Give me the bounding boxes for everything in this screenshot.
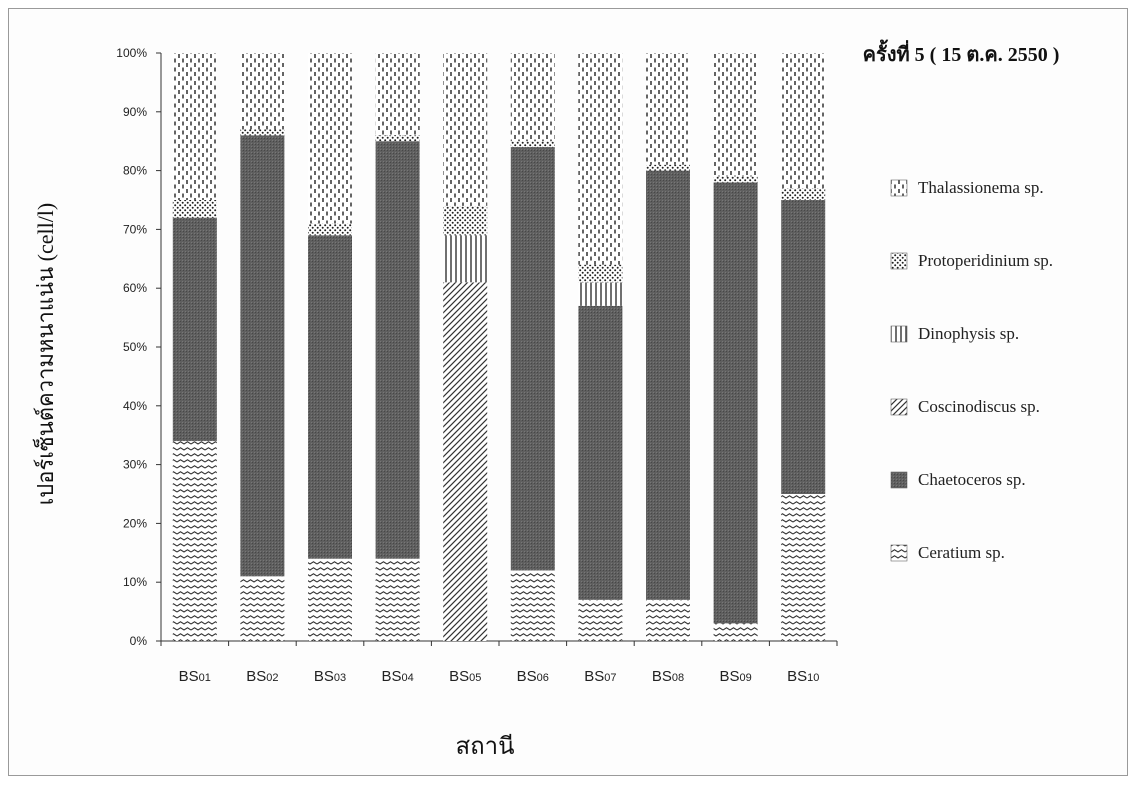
bar-segment-wave-bs07 xyxy=(578,599,623,641)
bar-segment-dark-bs08 xyxy=(646,170,690,600)
bar-segment-wave-bs02 xyxy=(240,576,285,641)
chart-title: ครั้งที่ 5 ( 15 ต.ค. 2550 ) xyxy=(863,39,1060,66)
y-tick-label: 20% xyxy=(123,516,147,530)
stacked-bar-chart: ครั้งที่ 5 ( 15 ต.ค. 2550 ) เปอร์เซ็นต์ค… xyxy=(31,39,1060,760)
bar-segment-dots-bs07 xyxy=(578,264,623,283)
bar-segment-dots-bs10 xyxy=(781,188,826,200)
bar-segment-wave-bs06 xyxy=(510,570,555,641)
bar-segment-dashes-bs10 xyxy=(781,53,826,189)
bar-segment-dashes-bs02 xyxy=(240,53,285,130)
bar-stack-bs04 xyxy=(375,53,420,641)
bar-stack-bs08 xyxy=(646,53,690,641)
legend-label: Thalassionema sp. xyxy=(918,178,1044,197)
bar-stack-bs03 xyxy=(308,53,352,641)
y-tick-label: 90% xyxy=(123,105,147,119)
bar-segment-dashes-bs05 xyxy=(443,53,488,206)
y-axis-label: เปอร์เซ็นต์ความหนาแน่น (cell/l) xyxy=(31,203,58,506)
x-tick-label: BS02 xyxy=(246,668,278,685)
y-tick-label: 30% xyxy=(123,458,147,472)
bar-segment-wave-bs08 xyxy=(646,599,690,641)
y-tick-label: 50% xyxy=(123,340,147,354)
bar-segment-dark-bs01 xyxy=(172,217,217,442)
x-tick-label: BS08 xyxy=(652,668,684,685)
legend-label: Dinophysis sp. xyxy=(918,324,1019,343)
bar-stack-bs09 xyxy=(713,53,758,641)
legend-swatch-vertical xyxy=(890,325,908,343)
y-tick-label: 60% xyxy=(123,281,147,295)
bar-segment-dark-bs10 xyxy=(781,200,826,494)
y-tick-label: 100% xyxy=(116,46,147,60)
x-tick-label: BS09 xyxy=(719,668,751,685)
bar-stack-bs02 xyxy=(240,53,285,641)
bar-segment-dashes-bs09 xyxy=(713,53,758,177)
bar-segment-dashes-bs08 xyxy=(646,53,690,165)
bar-segment-dots-bs02 xyxy=(240,129,285,136)
bar-stack-bs05 xyxy=(443,53,488,641)
chart-frame: ครั้งที่ 5 ( 15 ต.ค. 2550 ) เปอร์เซ็นต์ค… xyxy=(8,8,1128,776)
legend-swatch-diagonal xyxy=(890,398,908,416)
x-tick-label: BS06 xyxy=(517,668,549,685)
y-tick-label: 10% xyxy=(123,575,147,589)
y-tick-label: 80% xyxy=(123,164,147,178)
bar-segment-dark-bs09 xyxy=(713,182,758,624)
axes: 0% 10% 20% 30% 40% 50% 60% 70% 80% 90% 100% xyxy=(116,46,838,648)
legend-label: Coscinodiscus sp. xyxy=(918,397,1040,416)
bar-segment-dots-bs08 xyxy=(646,164,690,171)
bar-segment-dots-bs03 xyxy=(308,223,352,236)
bar-segment-dark-bs07 xyxy=(578,305,623,600)
bar-segment-dashes-bs06 xyxy=(510,53,555,142)
legend-swatch-wave xyxy=(890,544,908,562)
x-axis-label: สถานี xyxy=(455,733,514,760)
legend-swatch-dashes xyxy=(890,179,908,197)
bar-segment-vertical-bs05 xyxy=(443,235,488,283)
bar-segment-dashes-bs07 xyxy=(578,53,623,265)
x-tick-label: BS10 xyxy=(787,668,819,685)
bar-segment-dark-bs06 xyxy=(510,147,555,571)
bar-segment-vertical-bs07 xyxy=(578,282,623,306)
legend: Thalassionema sp. Protoperidinium sp. Dino… xyxy=(890,178,1053,562)
legend-swatch-dots xyxy=(890,252,908,270)
bar-stack-bs07 xyxy=(578,53,623,641)
bar-segment-dots-bs09 xyxy=(713,176,758,183)
bar-segment-diagonal-bs05 xyxy=(443,282,488,641)
bar-segment-dashes-bs01 xyxy=(172,53,217,200)
y-tick-label: 40% xyxy=(123,399,147,413)
bar-segment-dots-bs05 xyxy=(443,205,488,236)
y-tick-label: 0% xyxy=(130,634,148,648)
legend-label: Ceratium sp. xyxy=(918,543,1005,562)
bar-segment-dots-bs04 xyxy=(375,135,420,142)
bar-segment-dots-bs06 xyxy=(510,141,555,148)
bar-segment-dark-bs04 xyxy=(375,141,420,559)
bar-segment-dashes-bs04 xyxy=(375,53,420,136)
bar-segment-wave-bs03 xyxy=(308,558,352,641)
bar-stack-bs06 xyxy=(510,53,555,641)
x-tick-label: BS01 xyxy=(179,668,211,685)
bars xyxy=(172,53,826,641)
bar-segment-dark-bs02 xyxy=(240,135,285,577)
bar-segment-dots-bs01 xyxy=(172,200,217,218)
bar-segment-dashes-bs03 xyxy=(308,53,352,224)
legend-label: Protoperidinium sp. xyxy=(918,251,1053,270)
bar-segment-wave-bs01 xyxy=(172,441,217,641)
y-tick-label: 70% xyxy=(123,222,147,236)
x-tick-labels: BS01 BS02 BS03 BS04 BS05 BS06 BS07 BS08 BS09 BS10 xyxy=(179,668,820,685)
x-tick-label: BS03 xyxy=(314,668,346,685)
bar-segment-wave-bs04 xyxy=(375,558,420,641)
legend-label: Chaetoceros sp. xyxy=(918,470,1026,489)
x-tick-label: BS05 xyxy=(449,668,481,685)
bar-stack-bs01 xyxy=(172,53,217,641)
legend-swatch-dark xyxy=(890,471,908,489)
bar-segment-dark-bs03 xyxy=(308,235,352,559)
bar-stack-bs10 xyxy=(781,53,826,641)
bar-segment-wave-bs10 xyxy=(781,494,826,641)
x-tick-label: BS04 xyxy=(381,668,413,685)
x-tick-label: BS07 xyxy=(584,668,616,685)
bar-segment-wave-bs09 xyxy=(713,623,758,641)
